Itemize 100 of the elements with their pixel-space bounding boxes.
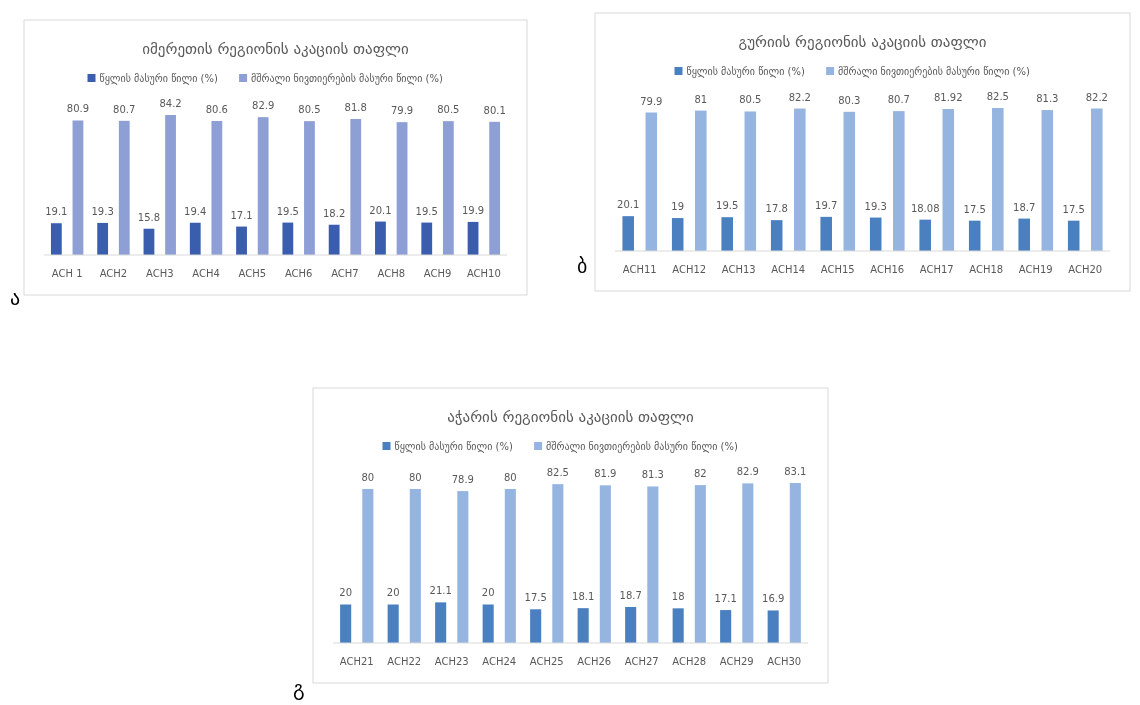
bar bbox=[869, 217, 882, 251]
bar bbox=[968, 220, 981, 251]
legend-label: მშრალი ნივთიერების მასური წილი (%) bbox=[838, 66, 1030, 78]
legend-label: მშრალი ნივთიერების მასური წილი (%) bbox=[546, 441, 738, 453]
x-tick-label: ACH20 bbox=[1068, 264, 1103, 275]
data-label: 19.1 bbox=[45, 206, 68, 218]
data-label: 21.1 bbox=[429, 585, 452, 597]
data-label: 80.5 bbox=[437, 104, 460, 116]
bar bbox=[328, 224, 340, 255]
x-tick-label: ACH24 bbox=[482, 656, 517, 667]
bar bbox=[789, 483, 801, 643]
x-tick-label: ACH27 bbox=[624, 656, 659, 667]
x-tick-label: ACH16 bbox=[870, 264, 905, 275]
bar bbox=[770, 220, 783, 251]
x-tick-label: ACH3 bbox=[145, 268, 174, 279]
x-tick-label: ACH7 bbox=[331, 268, 359, 279]
bar bbox=[362, 488, 374, 643]
data-label: 17.5 bbox=[1062, 203, 1085, 215]
data-label: 80 bbox=[361, 471, 375, 483]
data-label: 20 bbox=[386, 587, 400, 599]
x-tick-label: ACH10 bbox=[466, 268, 501, 279]
bar bbox=[489, 121, 501, 255]
bar bbox=[530, 609, 542, 643]
bar bbox=[72, 120, 84, 255]
x-tick-label: ACH13 bbox=[721, 264, 756, 275]
bar bbox=[350, 118, 362, 255]
bar bbox=[552, 484, 564, 643]
bar bbox=[189, 222, 201, 255]
data-label: 80.5 bbox=[298, 104, 321, 116]
x-tick-label: ACH11 bbox=[622, 264, 657, 275]
x-tick-label: ACH28 bbox=[672, 656, 707, 667]
legend-label: წყლის მასური წილი (%) bbox=[686, 66, 805, 78]
bar bbox=[820, 216, 832, 251]
bar bbox=[622, 216, 634, 251]
bar bbox=[742, 483, 754, 643]
text: ა bbox=[10, 286, 21, 310]
x-tick-label: ACH22 bbox=[387, 656, 422, 667]
x-tick-label: ACH29 bbox=[719, 656, 754, 667]
bar bbox=[647, 486, 659, 643]
data-label: 80.3 bbox=[838, 94, 861, 106]
data-label: 19.5 bbox=[716, 200, 739, 212]
data-label: 20.1 bbox=[617, 199, 640, 211]
data-label: 82 bbox=[693, 468, 707, 480]
data-label: 17.1 bbox=[714, 593, 737, 605]
x-tick-label: ACH19 bbox=[1018, 264, 1053, 275]
data-label: 19 bbox=[671, 201, 685, 213]
data-label: 16.9 bbox=[762, 593, 785, 605]
data-label: 81.8 bbox=[344, 101, 367, 113]
bar bbox=[282, 222, 294, 255]
bar bbox=[340, 604, 352, 643]
x-tick-label: ACH15 bbox=[820, 264, 855, 275]
data-label: 20 bbox=[339, 587, 353, 599]
bar bbox=[919, 219, 931, 251]
bar bbox=[457, 491, 469, 643]
x-tick-label: ACH26 bbox=[577, 656, 612, 667]
legend-label: წყლის მასური წილი (%) bbox=[394, 441, 513, 453]
data-label: 19.7 bbox=[815, 199, 838, 211]
data-label: 81.9 bbox=[594, 468, 617, 480]
bar bbox=[236, 226, 247, 255]
bar bbox=[744, 111, 757, 251]
bar bbox=[893, 111, 905, 251]
legend-label: წყლის მასური წილი (%) bbox=[99, 73, 218, 85]
x-tick-label: ACH 1 bbox=[51, 268, 83, 279]
bar bbox=[387, 604, 399, 643]
x-tick-label: ACH18 bbox=[969, 264, 1004, 275]
bar bbox=[625, 607, 637, 643]
data-label: 82.2 bbox=[1085, 91, 1108, 103]
bar bbox=[695, 110, 707, 251]
bar bbox=[435, 602, 447, 643]
x-tick-label: ACH12 bbox=[672, 264, 707, 275]
bar bbox=[1018, 218, 1030, 251]
data-label: 79.9 bbox=[640, 95, 663, 107]
data-label: 18.7 bbox=[619, 590, 642, 601]
bar bbox=[396, 122, 408, 255]
bar bbox=[794, 108, 806, 251]
bar bbox=[671, 218, 684, 251]
bar bbox=[1067, 220, 1080, 251]
data-label: 80.6 bbox=[205, 103, 228, 115]
data-label: 83.1 bbox=[784, 466, 807, 477]
data-label: 80 bbox=[408, 471, 422, 483]
x-tick-label: ACH17 bbox=[919, 264, 954, 275]
data-label: 18 bbox=[671, 591, 685, 603]
bar bbox=[165, 115, 176, 255]
bar bbox=[467, 221, 479, 255]
bar bbox=[577, 608, 589, 643]
x-tick-label: ACH14 bbox=[771, 264, 806, 275]
x-tick-label: ACH8 bbox=[377, 268, 406, 279]
bar bbox=[721, 217, 733, 251]
data-label: 81.92 bbox=[933, 92, 963, 104]
data-label: 81.3 bbox=[1036, 93, 1059, 105]
data-label: 81.3 bbox=[641, 469, 664, 481]
data-label: 18.2 bbox=[323, 207, 346, 219]
x-tick-label: ACH2 bbox=[99, 268, 128, 279]
bar bbox=[942, 109, 955, 251]
chart-title: აჭარის რეგიონის აკაციის თაფლი bbox=[447, 408, 695, 426]
data-label: 15.8 bbox=[137, 211, 161, 223]
bar bbox=[442, 121, 454, 255]
bar bbox=[211, 120, 223, 255]
data-label: 18.08 bbox=[910, 202, 940, 214]
x-tick-label: ACH4 bbox=[192, 268, 220, 279]
